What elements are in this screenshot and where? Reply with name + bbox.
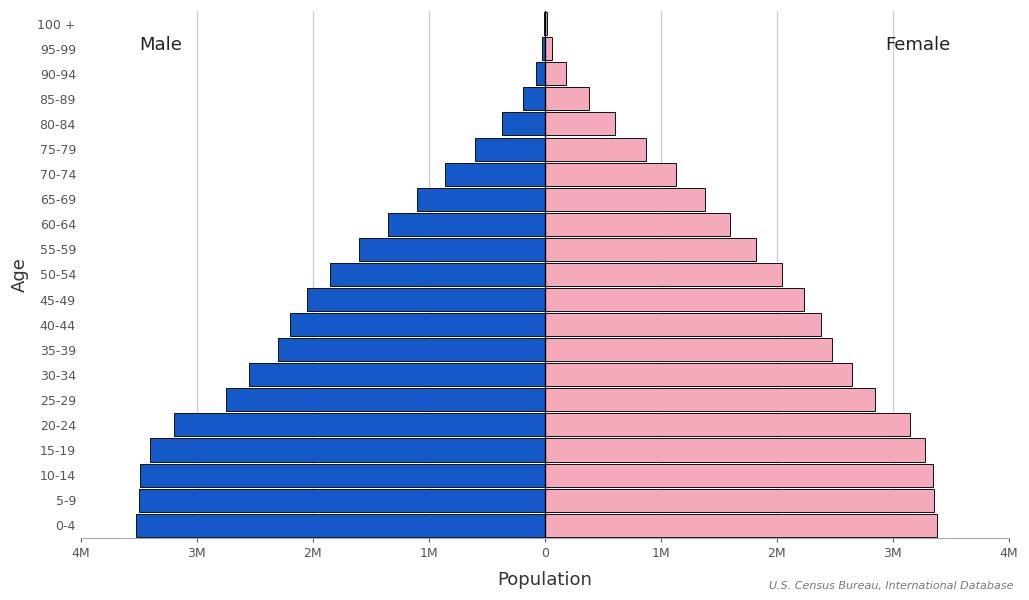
Bar (278, 338, 544, 361)
Bar (544, 137, 645, 161)
Bar (544, 514, 936, 537)
Bar (544, 413, 910, 436)
Bar (544, 37, 553, 60)
Bar (544, 188, 705, 211)
Bar (475, 137, 544, 161)
Bar (544, 488, 934, 512)
Bar (225, 388, 544, 412)
Bar (150, 439, 544, 461)
Bar (544, 88, 589, 110)
Bar (544, 338, 832, 361)
X-axis label: Population: Population (497, 571, 592, 589)
Bar (544, 163, 676, 185)
Text: U.S. Census Bureau, International Database: U.S. Census Bureau, International Databa… (769, 581, 1014, 591)
Bar (544, 213, 731, 236)
Bar (544, 363, 852, 386)
Text: Female: Female (885, 36, 951, 54)
Bar (137, 514, 544, 537)
Bar (502, 112, 544, 136)
Bar (417, 188, 544, 211)
Bar (523, 88, 544, 110)
Bar (544, 263, 782, 286)
Text: Male: Male (139, 36, 182, 54)
Bar (544, 288, 805, 311)
Bar (289, 313, 544, 336)
Bar (544, 464, 933, 487)
Bar (544, 12, 546, 35)
Bar (544, 112, 615, 136)
Bar (359, 238, 544, 261)
Bar (544, 62, 566, 85)
Bar (544, 238, 755, 261)
Bar (536, 62, 544, 85)
Bar (544, 313, 821, 336)
Bar (249, 363, 544, 386)
Bar (544, 388, 876, 412)
Bar (544, 439, 925, 461)
Bar (139, 488, 544, 512)
Bar (307, 288, 544, 311)
Bar (330, 263, 544, 286)
Bar (388, 213, 544, 236)
Y-axis label: Age: Age (11, 257, 29, 292)
Bar (445, 163, 544, 185)
Bar (542, 37, 544, 60)
Bar (140, 464, 544, 487)
Bar (174, 413, 544, 436)
